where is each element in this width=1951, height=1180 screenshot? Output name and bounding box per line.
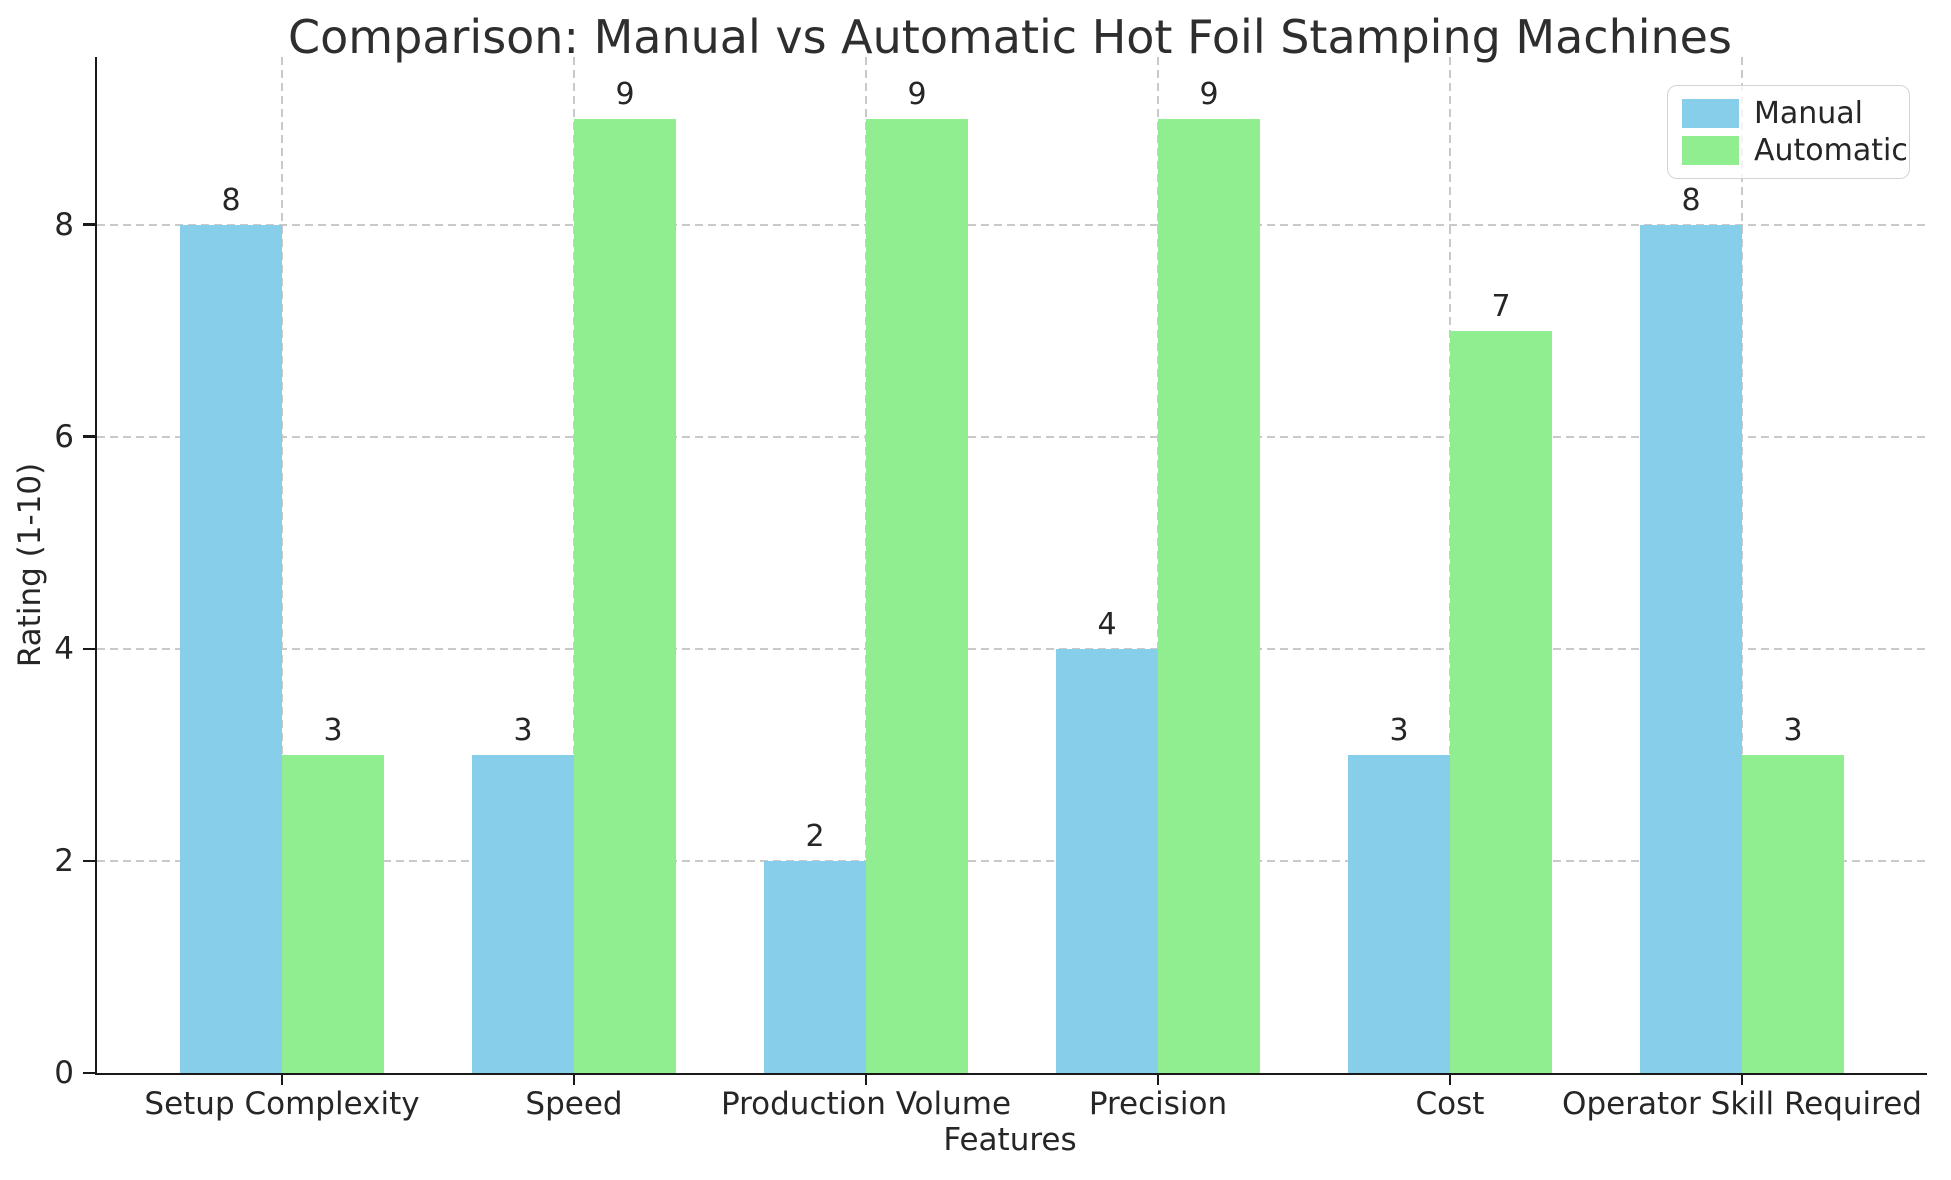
x-tick-mark [280,1073,284,1085]
plot-area: Manual Automatic 8 3 2 4 3 8 3 9 9 9 7 3 0 2 4 6 8 Setup C… [54,57,1927,1122]
x-tick-label-5: Operator Skill Required [1562,1086,1922,1122]
x-tick-label-4: Cost [1415,1086,1485,1122]
legend-swatch-automatic [1682,136,1739,165]
y-tick-mark [83,1071,95,1075]
x-tick-mark [572,1073,576,1085]
vertical-gridline [281,57,283,1073]
bar-automatic-1 [574,118,676,1073]
bar-value-label: 3 [513,713,533,749]
bar-value-label: 3 [1389,713,1409,749]
vertical-gridline [1741,57,1743,1073]
bar-value-label: 4 [1097,607,1117,643]
bar-value-label: 9 [615,77,635,113]
legend-label: Manual [1754,96,1864,131]
bar-value-label: 2 [805,819,825,855]
bar-value-label: 7 [1491,289,1511,325]
x-tick-mark [1448,1073,1452,1085]
bar-value-label: 9 [1199,77,1219,113]
bar-manual-0 [180,224,282,1073]
legend-swatch-manual [1682,99,1739,128]
horizontal-gridline [97,223,1927,226]
bar-automatic-5 [1742,754,1844,1073]
bar-value-label: 8 [1681,183,1701,219]
y-tick-mark [83,647,95,651]
y-tick-mark [83,859,95,863]
bar-automatic-0 [282,754,384,1073]
bar-automatic-3 [1158,118,1260,1073]
x-axis-label: Features [943,1122,1077,1158]
bar-automatic-4 [1450,330,1552,1073]
y-tick-label: 0 [54,1055,74,1091]
legend-entry-manual: Manual [1682,95,1895,132]
bar-automatic-2 [866,118,968,1073]
bar-manual-4 [1348,754,1450,1073]
bar-manual-3 [1056,648,1158,1073]
y-tick-label: 6 [54,418,74,455]
x-tick-mark [1156,1073,1160,1085]
bar-value-label: 3 [323,713,343,749]
x-tick-label-2: Production Volume [720,1086,1012,1122]
x-tick-mark [1740,1073,1744,1085]
bar-value-label: 8 [221,183,241,219]
y-tick-label: 2 [54,842,74,879]
y-tick-label: 4 [54,630,74,667]
bar-value-label: 3 [1783,713,1803,749]
y-tick-label: 8 [54,206,74,243]
x-tick-label-3: Precision [1088,1086,1228,1122]
y-tick-mark [83,435,95,438]
x-tick-label-0: Setup Complexity [144,1086,420,1122]
x-tick-mark [864,1073,868,1085]
chart-title: Comparison: Manual vs Automatic Hot Foil… [288,10,1732,64]
x-tick-label-1: Speed [525,1086,623,1122]
y-tick-mark [83,223,95,226]
legend: Manual Automatic [1667,85,1910,179]
bar-value-label: 9 [907,77,927,113]
bar-manual-2 [764,860,866,1073]
horizontal-gridline [97,859,1927,862]
legend-entry-automatic: Automatic [1682,132,1908,169]
bar-manual-5 [1640,224,1742,1073]
legend-label: Automatic [1754,133,1908,168]
horizontal-gridline [97,435,1927,438]
bar-manual-1 [472,754,574,1073]
horizontal-gridline [97,647,1927,650]
